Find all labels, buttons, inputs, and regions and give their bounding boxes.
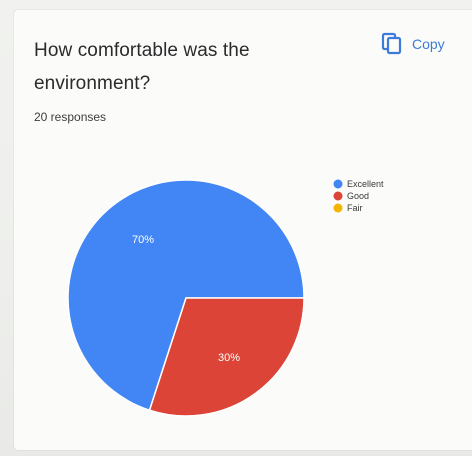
copy-button[interactable]: Copy (380, 32, 445, 56)
copy-label: Copy (412, 36, 445, 52)
legend-marker-excellent (333, 179, 343, 189)
question-title: How comfortable was the environment? (34, 34, 334, 100)
legend-label-fair: Fair (347, 203, 363, 213)
response-count: 20 responses (34, 110, 107, 124)
question-title-line-2: environment? (34, 73, 151, 94)
legend-label-excellent: Excellent (347, 179, 384, 189)
copy-icon (380, 32, 404, 56)
pie-label-excellent: 70% (132, 234, 154, 246)
legend-marker-fair (333, 203, 343, 213)
question-title-line-1: How comfortable was the (34, 40, 250, 61)
legend-label-good: Good (347, 191, 369, 201)
legend-marker-good (333, 191, 343, 201)
pie-slice-excellent (67, 179, 305, 412)
pie-label-good: 30% (218, 352, 240, 364)
pie-slice-good (148, 297, 305, 417)
